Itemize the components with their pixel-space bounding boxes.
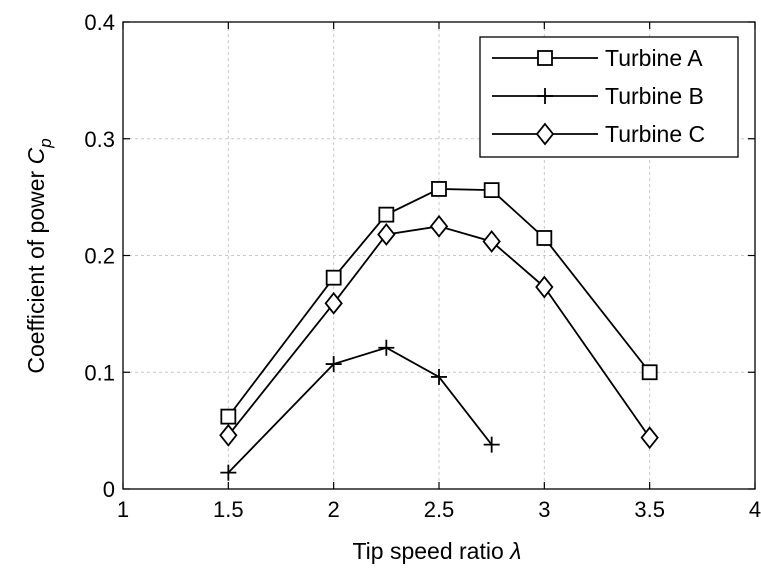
x-tick-label: 4 <box>749 497 761 522</box>
data-point-turbine-a <box>641 364 658 381</box>
x-tick-label: 2.5 <box>424 497 455 522</box>
data-point-turbine-b <box>378 339 395 356</box>
data-point-turbine-c <box>219 423 238 447</box>
legend-marker-turbine-b <box>537 88 553 104</box>
y-tick-label: 0.3 <box>84 127 115 152</box>
data-point-turbine-b <box>325 356 342 373</box>
y-tick-label: 0.1 <box>84 360 115 385</box>
y-tick-label: 0.4 <box>84 10 115 35</box>
legend-label-turbine-b: Turbine B <box>605 83 704 109</box>
legend: Turbine A Turbine B Turbine C <box>479 36 739 158</box>
data-point-turbine-c <box>429 214 449 238</box>
data-point-turbine-a <box>536 230 553 246</box>
data-point-turbine-a <box>378 206 395 223</box>
data-point-turbine-a <box>431 181 447 197</box>
series-turbine-b <box>220 339 500 481</box>
data-point-turbine-b <box>220 464 237 481</box>
data-point-turbine-c <box>482 230 501 253</box>
x-tick-label: 3 <box>538 497 550 522</box>
x-tick-label: 2 <box>328 497 340 522</box>
data-point-turbine-c <box>640 426 659 450</box>
x-axis-label: Tip speed ratio λ <box>352 538 521 564</box>
data-point-turbine-c <box>535 275 554 299</box>
x-tick-label: 3.5 <box>634 497 665 522</box>
data-point-turbine-b <box>431 368 447 385</box>
y-tick-label: 0 <box>103 477 115 502</box>
data-point-turbine-b <box>483 436 500 453</box>
data-point-turbine-c <box>324 291 343 315</box>
legend-box <box>479 36 739 158</box>
x-tick-label: 1 <box>117 497 129 522</box>
series-turbine-a <box>220 181 658 425</box>
data-point-turbine-c <box>377 223 396 246</box>
data-point-turbine-a <box>325 269 342 286</box>
legend-marker-turbine-a <box>537 50 553 66</box>
legend-label-turbine-c: Turbine C <box>605 121 705 147</box>
series-group <box>219 181 659 481</box>
series-turbine-c <box>219 214 659 450</box>
x-tick-label: 1.5 <box>213 497 244 522</box>
y-tick-label: 0.2 <box>84 244 115 269</box>
axes: 1 1.5 2 2.5 3 3.5 4 0 0.1 0.2 0.3 0.4 <box>84 10 761 522</box>
data-point-turbine-a <box>483 182 500 199</box>
data-point-turbine-a <box>220 408 237 425</box>
legend-marker-turbine-c <box>535 122 555 146</box>
legend-label-turbine-a: Turbine A <box>605 45 703 71</box>
y-axis-label: Coefficient of power Cp <box>23 138 55 373</box>
